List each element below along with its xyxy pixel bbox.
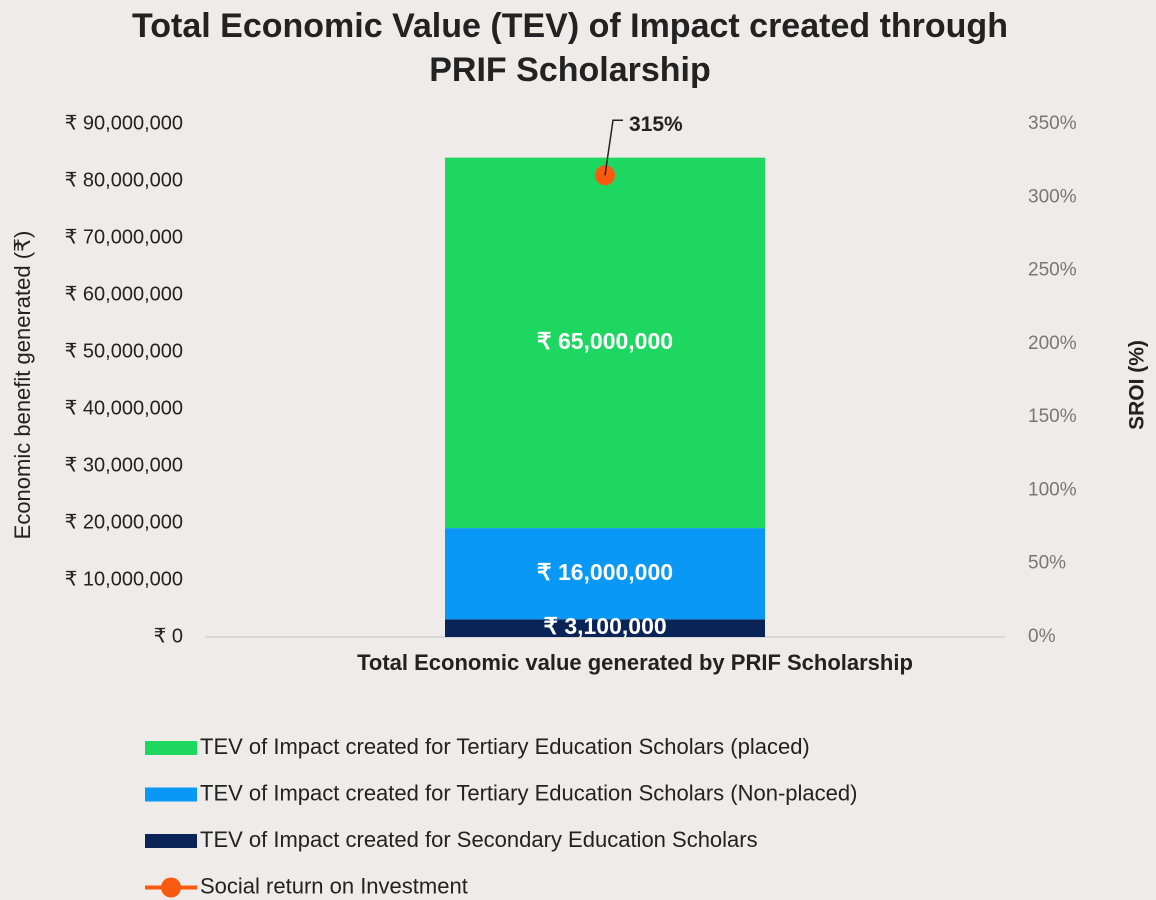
y2-tick-label: 350% [1028, 113, 1077, 134]
y2-tick-label: 250% [1028, 260, 1077, 281]
legend-label: Social return on Investment [200, 873, 468, 898]
y-tick-label: ₹ 90,000,000 [65, 112, 183, 134]
legend-label: TEV of Impact created for Tertiary Educa… [200, 734, 810, 759]
bar-segment [445, 619, 765, 637]
y-tick-label: ₹ 60,000,000 [65, 283, 183, 305]
leader-line [604, 119, 623, 176]
legend-swatch [145, 741, 197, 755]
y-axis-label: Economic benefit generated (₹) [10, 231, 35, 540]
y-tick-label: ₹ 50,000,000 [65, 340, 183, 362]
legend-swatch [145, 787, 197, 802]
y2-tick-label: 50% [1028, 553, 1066, 574]
y-tick-label: ₹ 80,000,000 [65, 169, 183, 191]
y-tick-label: ₹ 70,000,000 [65, 226, 183, 248]
y2-tick-label: 300% [1028, 186, 1077, 207]
y-tick-label: ₹ 10,000,000 [65, 568, 183, 590]
y-tick-label: ₹ 0 [154, 625, 183, 647]
chart-title: Total Economic Value (TEV) of Impact cre… [132, 7, 1008, 45]
y2-tick-label: 0% [1028, 626, 1056, 647]
y2-tick-label: 100% [1028, 479, 1077, 500]
data-label: ₹ 65,000,000 [537, 328, 673, 354]
y2-tick-label: 200% [1028, 333, 1077, 354]
legend-marker [161, 877, 181, 898]
y-tick-label: ₹ 40,000,000 [65, 397, 183, 419]
bar-segment [445, 528, 765, 620]
data-label: 315% [629, 113, 683, 136]
data-label: ₹ 3,100,000 [543, 613, 666, 639]
y-tick-label: ₹ 20,000,000 [65, 511, 183, 533]
legend-swatch [145, 834, 197, 848]
legend-label: TEV of Impact created for Secondary Educ… [200, 827, 758, 852]
x-tick-label: Total Economic value generated by PRIF S… [357, 650, 913, 675]
y2-tick-label: 150% [1028, 406, 1077, 427]
legend-label: TEV of Impact created for Tertiary Educa… [200, 780, 857, 805]
chart-title: PRIF Scholarship [429, 51, 711, 89]
bar-segment [445, 157, 765, 529]
y-tick-label: ₹ 30,000,000 [65, 454, 183, 476]
y2-axis-label: SROI (%) [1126, 340, 1149, 430]
data-label: ₹ 16,000,000 [537, 559, 673, 585]
